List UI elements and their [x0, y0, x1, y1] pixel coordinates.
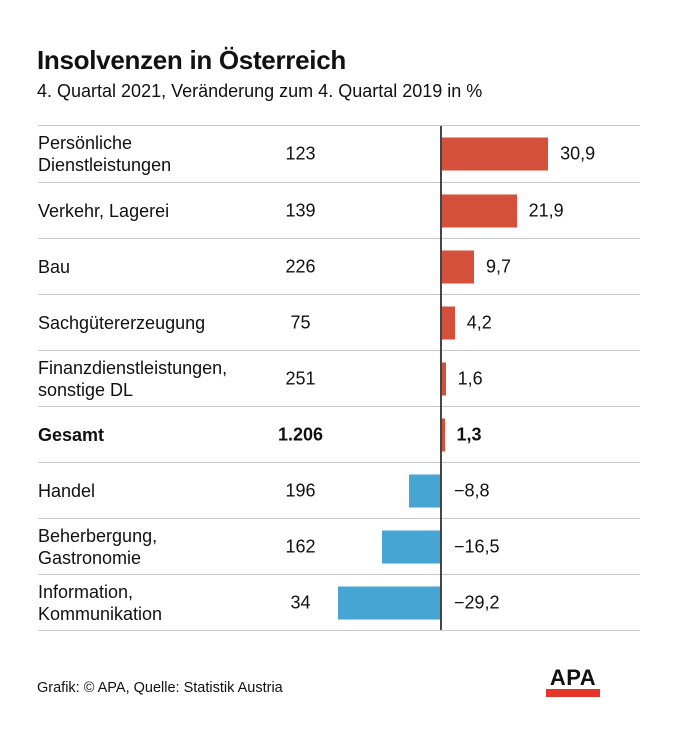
row-count: 139	[285, 200, 316, 220]
apa-logo-red-bar	[546, 689, 600, 697]
positive-bar	[440, 418, 445, 451]
row-label: Bau	[38, 256, 71, 277]
row-label: Information, Kommunikation	[38, 581, 163, 624]
value-label: −29,2	[454, 592, 500, 612]
row-label: Handel	[38, 480, 96, 501]
chart-row: Beherbergung, Gastronomie 162 −16,5	[38, 518, 640, 574]
row-label: Finanzdienstleistungen, sonstige DL	[38, 357, 228, 400]
chart-rows: Persönliche Dienstleistungen 123 30,9 Verke…	[38, 126, 640, 630]
page-subtitle: 4. Quartal 2021, Veränderung zum 4. Quar…	[37, 81, 483, 101]
row-label: Beherbergung, Gastronomie	[38, 525, 158, 568]
row-count: 1.206	[277, 424, 324, 444]
row-label: Persönliche Dienstleistungen	[38, 133, 172, 175]
positive-bar	[440, 250, 474, 283]
value-label: 21,9	[528, 200, 564, 220]
zero-axis-line	[440, 126, 442, 630]
row-count: 251	[285, 368, 316, 388]
value-label: −16,5	[454, 536, 500, 556]
positive-bar	[440, 194, 517, 227]
row-count: 196	[285, 480, 316, 500]
chart-row: Persönliche Dienstleistungen 123 30,9	[38, 126, 640, 182]
row-count: 123	[285, 143, 316, 164]
chart-row: Information, Kommunikation 34 −29,2	[38, 574, 640, 630]
value-label: 4,2	[466, 312, 492, 332]
chart-row: Sachgütererzeugung 75 4,2	[38, 294, 640, 350]
value-label: 1,3	[456, 424, 482, 444]
row-count: 34	[290, 592, 311, 612]
row-label: Gesamt	[38, 424, 105, 445]
apa-logo: APA	[546, 667, 600, 697]
value-label: 1,6	[457, 368, 483, 388]
row-label: Sachgütererzeugung	[38, 312, 206, 333]
bar-chart: Persönliche Dienstleistungen 123 30,9 Verke…	[38, 125, 640, 631]
negative-bar	[382, 530, 440, 563]
positive-bar	[440, 362, 446, 395]
value-label: 9,7	[485, 256, 511, 276]
chart-row: Bau 226 9,7	[38, 238, 640, 294]
chart-row: Verkehr, Lagerei 139 21,9	[38, 182, 640, 238]
negative-bar	[337, 586, 440, 619]
chart-row: Gesamt 1.206 1,3	[38, 406, 640, 462]
value-label: 30,9	[560, 143, 596, 164]
positive-bar	[440, 306, 455, 339]
page-title: Insolvenzen in Österreich	[37, 45, 346, 75]
chart-row: Handel 196 −8,8	[38, 462, 640, 518]
apa-logo-text: APA	[549, 665, 597, 690]
row-label: Verkehr, Lagerei	[38, 200, 170, 221]
row-count: 75	[290, 312, 311, 332]
value-label: −8,8	[454, 480, 490, 500]
source-credit: Grafik: © APA, Quelle: Statistik Austria	[37, 680, 283, 696]
chart-row: Finanzdienstleistungen, sonstige DL 251 1,…	[38, 350, 640, 406]
row-count: 226	[285, 256, 316, 276]
positive-bar	[440, 137, 549, 171]
row-count: 162	[285, 536, 316, 556]
negative-bar	[409, 474, 440, 507]
